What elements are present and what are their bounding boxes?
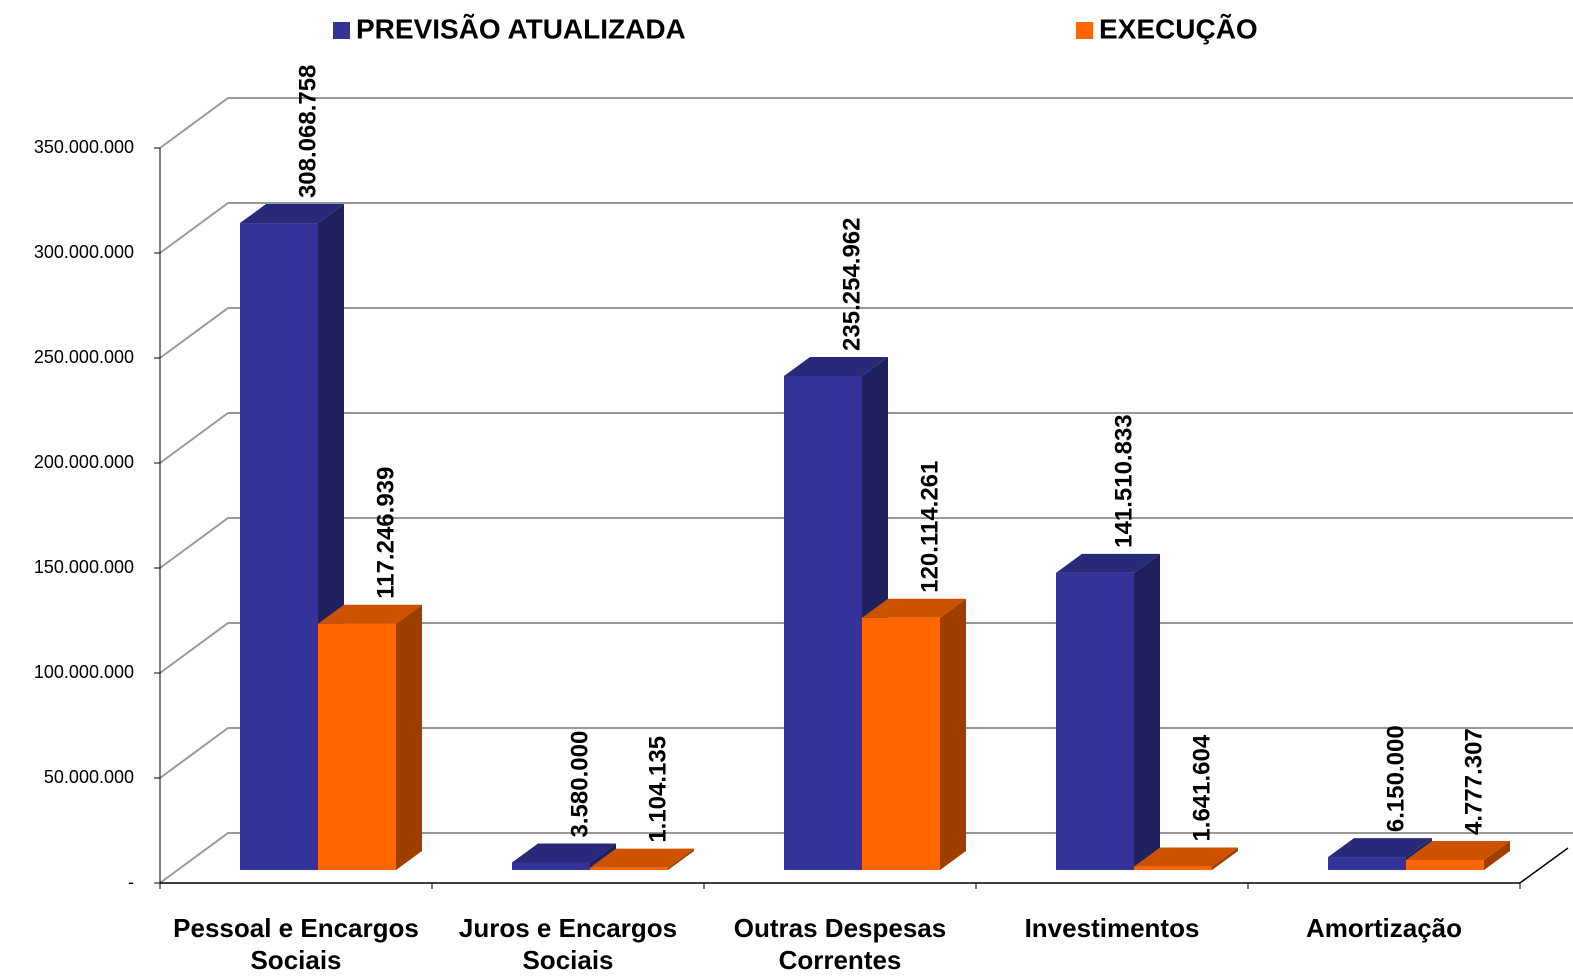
grid-line: [159, 97, 1573, 149]
bar-top: [1406, 840, 1510, 860]
y-tick-label: 150.000.000: [34, 557, 134, 577]
bar: [862, 617, 940, 870]
bar-side: [668, 848, 694, 870]
y-tick-label: 300.000.000: [34, 242, 134, 262]
value-label: 308.068.758: [294, 65, 321, 198]
bar-side: [1484, 840, 1510, 870]
grid-line: [159, 202, 1573, 254]
value-label: 6.150.000: [1382, 725, 1409, 832]
legend-label: PREVISÃO ATUALIZADA: [356, 13, 686, 44]
bar-top: [240, 204, 344, 224]
value-label: 1.641.604: [1188, 734, 1215, 841]
legend-swatch: [333, 22, 350, 39]
value-label: 117.246.939: [372, 467, 399, 599]
bar-top: [1134, 847, 1238, 867]
grid-line: [159, 412, 1573, 464]
bar-top: [1328, 838, 1432, 858]
bar: [1328, 857, 1406, 870]
y-tick-label: 200.000.000: [34, 452, 134, 472]
bar: [1406, 859, 1484, 870]
bar-top: [784, 356, 888, 376]
bar: [512, 862, 590, 870]
grid-line: [159, 517, 1573, 569]
y-tick-label: 250.000.000: [34, 347, 134, 367]
value-label: 235.254.962: [838, 217, 865, 350]
x-tick-label: Pessoal e Encargos Sociais: [173, 913, 419, 975]
legend-label: EXECUÇÃO: [1099, 13, 1258, 44]
bar-side: [940, 598, 966, 870]
bar-top: [862, 598, 966, 618]
x-tick-label: Juros e Encargos Sociais: [458, 913, 678, 975]
bar-top: [512, 843, 616, 863]
bar: [1056, 572, 1134, 870]
x-tick-label: Amortização: [1305, 913, 1463, 943]
bar: [318, 623, 396, 870]
bar-side: [396, 604, 422, 870]
bar-top: [590, 848, 694, 868]
y-tick-label: 100.000.000: [34, 662, 134, 682]
bar-side: [1134, 553, 1160, 870]
bar: [240, 223, 318, 870]
y-tick-label: 50.000.000: [44, 767, 134, 787]
value-label: 141.510.833: [1110, 414, 1137, 547]
x-tick-label: Investimentos: [1024, 913, 1200, 943]
legend-swatch: [1076, 22, 1093, 39]
bar-top: [318, 604, 422, 624]
value-label: 3.580.000: [566, 731, 593, 838]
y-tick-label: -: [128, 872, 134, 892]
value-label: 1.104.135: [644, 736, 671, 843]
grid-line: [159, 307, 1573, 359]
y-tick-label: 350.000.000: [34, 137, 134, 157]
bar: [1134, 866, 1212, 870]
bar-side: [1212, 847, 1238, 870]
bar-top: [1056, 553, 1160, 573]
x-tick-label: Outras Despesas Correntes: [733, 913, 947, 975]
bar: [784, 375, 862, 870]
bar: [590, 867, 668, 870]
value-label: 120.114.261: [916, 461, 943, 593]
value-label: 4.777.307: [1460, 728, 1487, 835]
